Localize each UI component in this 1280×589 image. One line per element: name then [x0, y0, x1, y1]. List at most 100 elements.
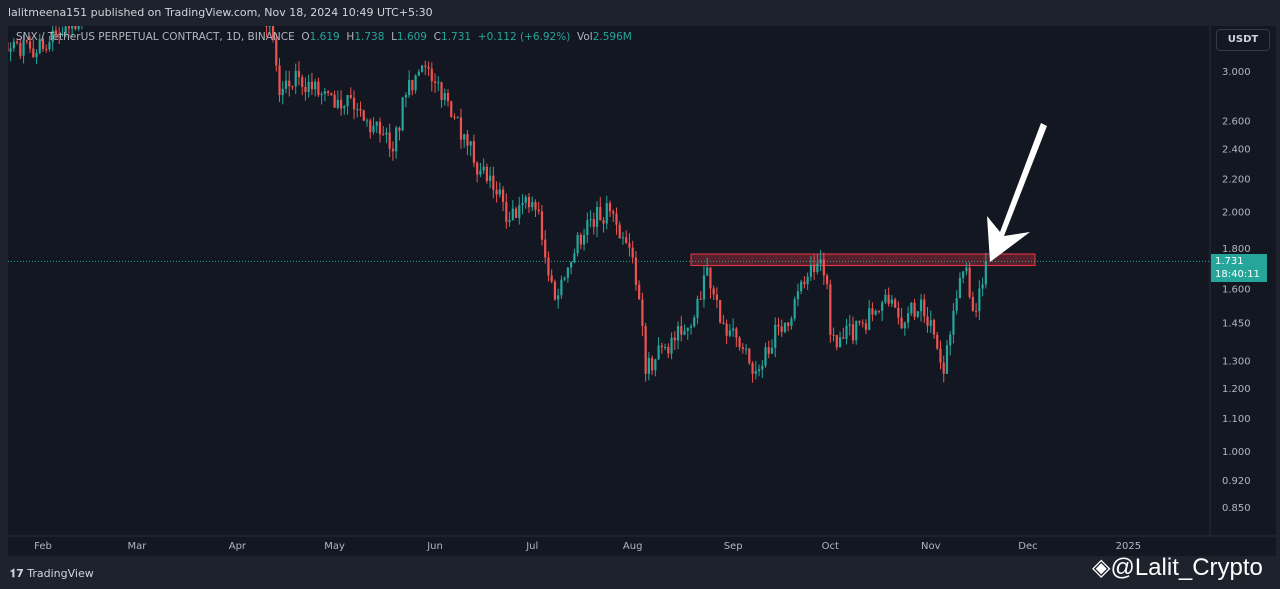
candle-body: [660, 345, 663, 348]
candle-body: [699, 298, 702, 300]
resistance-zone[interactable]: [690, 253, 1036, 267]
candle-body: [910, 302, 913, 314]
candle-body: [968, 267, 971, 297]
tradingview-logo[interactable]: 𝟏7 TradingView: [10, 567, 94, 581]
candle-body: [644, 326, 647, 374]
candle-body: [599, 207, 602, 221]
candle-body: [352, 97, 356, 110]
candle-body: [906, 313, 910, 323]
candle-body: [894, 299, 897, 308]
candle-body: [301, 77, 304, 87]
candle-body: [550, 275, 553, 282]
candle-body: [744, 348, 748, 350]
x-tick-label: Oct: [822, 541, 839, 552]
candle-body: [61, 33, 64, 35]
candle-body: [602, 220, 605, 224]
chart-area[interactable]: [8, 26, 1276, 556]
candle-body: [628, 243, 631, 248]
candle-body: [408, 80, 411, 96]
candle-body: [783, 322, 787, 333]
candle-body: [330, 92, 333, 95]
candle-body: [861, 322, 864, 324]
candle-body: [774, 324, 777, 348]
candle-body: [566, 267, 569, 278]
candle-body: [738, 337, 741, 348]
candle-body: [41, 39, 45, 49]
candle-body: [553, 281, 557, 300]
candle-body: [359, 109, 362, 111]
candle-body: [793, 299, 796, 319]
candle-body: [472, 141, 476, 163]
open-label: O: [301, 31, 310, 43]
candle-body: [304, 86, 307, 93]
candle-body: [741, 347, 744, 349]
candle-body: [803, 281, 806, 285]
candle-body: [816, 263, 819, 273]
candle-body: [531, 201, 534, 208]
currency-button[interactable]: USDT: [1216, 29, 1270, 51]
candle-body: [427, 66, 430, 69]
candle-body: [382, 134, 385, 136]
symbol-name[interactable]: SNX / TetherUS PERPETUAL CONTRACT, 1D, B…: [16, 31, 295, 43]
candle-body: [790, 318, 793, 326]
candle-body: [320, 94, 323, 96]
candle-body: [265, 26, 268, 27]
candle-body: [51, 30, 54, 43]
candle-body: [962, 271, 965, 278]
candle-body: [709, 267, 712, 289]
candle-body: [443, 93, 446, 101]
candle-body: [501, 189, 505, 202]
candle-body: [275, 38, 278, 66]
candle-body: [505, 201, 508, 222]
candle-body: [349, 95, 352, 98]
candle-body: [482, 166, 485, 171]
open-value: 1.619: [309, 31, 340, 43]
candle-body: [362, 110, 365, 121]
candle-body: [281, 88, 284, 96]
candle-body: [97, 2, 99, 6]
candle-body: [975, 310, 978, 312]
candle-body: [638, 284, 641, 300]
candle-body: [647, 357, 650, 374]
y-tick-label: 2.600: [1222, 117, 1251, 128]
arrow-annotation[interactable]: [987, 123, 1047, 262]
candle-body: [479, 170, 482, 175]
watermark-text: @Lalit_Crypto: [1110, 554, 1263, 581]
y-tick-label: 1.450: [1222, 319, 1251, 330]
candle-body: [446, 93, 450, 102]
candle-body: [926, 316, 929, 326]
candle-body: [942, 362, 945, 374]
y-tick-label: 1.800: [1222, 244, 1251, 255]
candle-body: [887, 294, 890, 304]
candle-body: [897, 307, 900, 318]
candle-body: [667, 347, 670, 354]
watermark: ◈@Lalit_Crypto: [1092, 553, 1263, 582]
candle-body: [547, 257, 550, 276]
candle-body: [719, 299, 722, 323]
candle-body: [12, 41, 15, 49]
candle-body: [414, 75, 417, 91]
last-price: 1.731: [1215, 256, 1244, 267]
candle-body: [511, 208, 514, 221]
candle-body: [71, 26, 74, 29]
candle-body: [3, 42, 5, 63]
close-value: 1.731: [441, 31, 472, 43]
candle-body: [28, 41, 32, 49]
candle-body: [722, 322, 725, 324]
candle-body: [615, 213, 618, 225]
published-info: lalitmeena151 published on TradingView.c…: [8, 6, 433, 19]
candle-body: [404, 95, 407, 98]
candle-body: [702, 275, 706, 300]
candle-body: [557, 295, 560, 300]
candle-body: [333, 94, 336, 108]
candle-body: [735, 328, 738, 338]
x-tick-label: 2025: [1116, 541, 1141, 552]
close-label: C: [433, 31, 442, 43]
candle-body: [398, 127, 401, 131]
candle-body: [365, 120, 369, 122]
candle-body: [498, 189, 501, 195]
candle-body: [495, 189, 498, 195]
candle-body: [327, 91, 330, 93]
x-tick-label: Jun: [426, 541, 443, 552]
